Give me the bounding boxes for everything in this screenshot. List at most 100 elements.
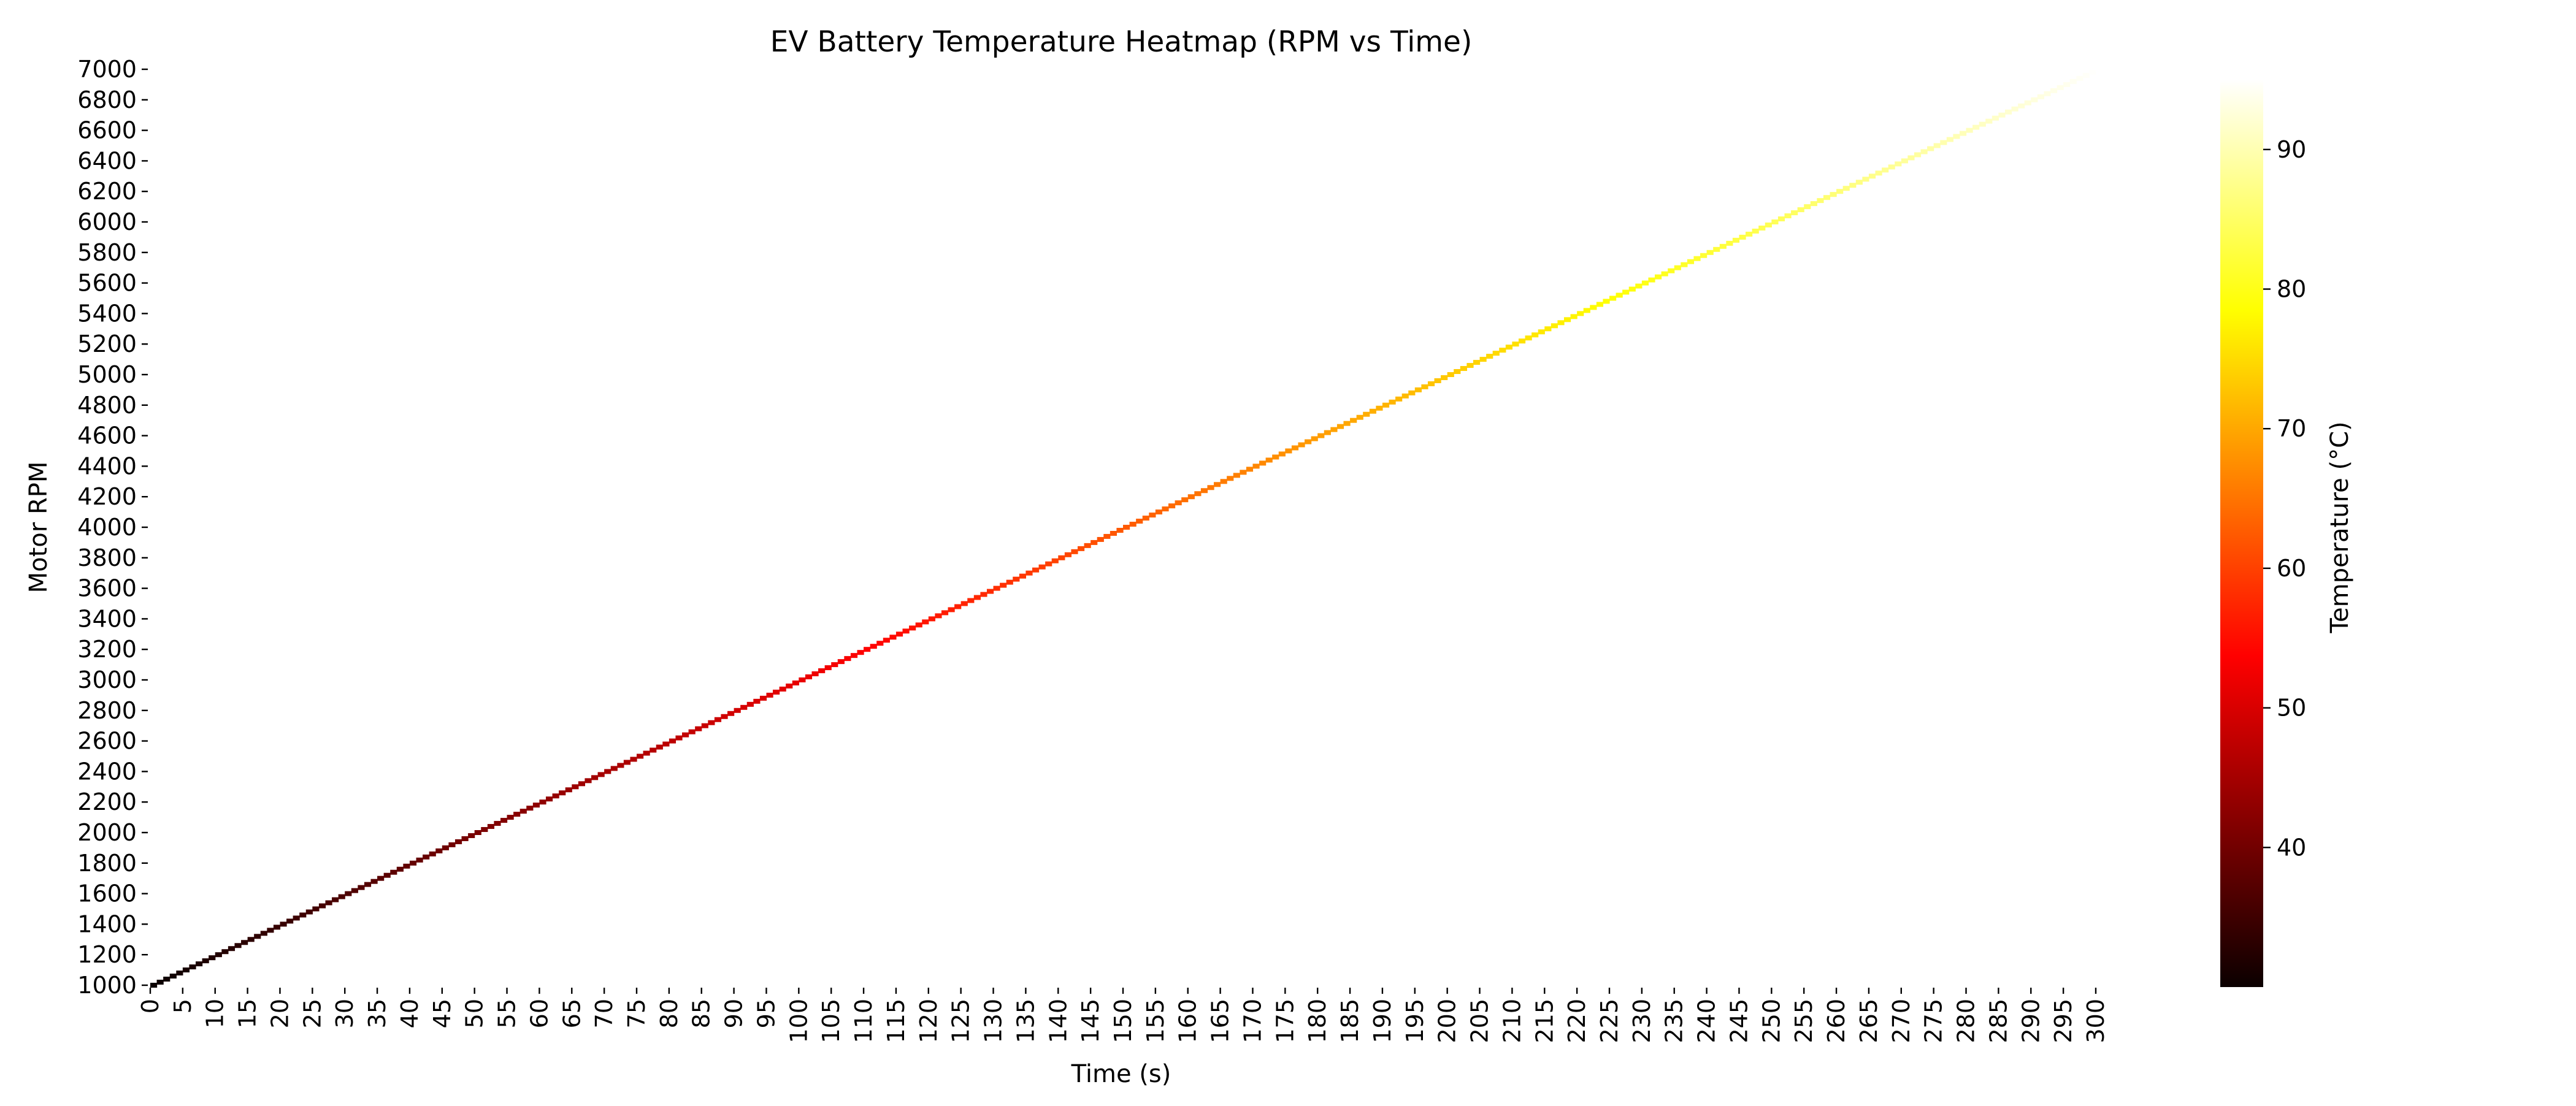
- heatmap-cell: [708, 720, 715, 725]
- heatmap-cell: [2004, 109, 2012, 115]
- heatmap-cell: [2057, 85, 2064, 90]
- heatmap-cell: [2050, 88, 2058, 93]
- heatmap-cell: [423, 854, 430, 860]
- x-tick-label: 245: [1725, 999, 1752, 1043]
- heatmap-cell: [189, 964, 196, 970]
- heatmap-cell: [1486, 354, 1493, 359]
- heatmap-cell: [1097, 536, 1104, 542]
- heatmap-cell: [507, 815, 514, 820]
- heatmap-cell: [1460, 366, 1467, 372]
- y-tick-label: 1400: [77, 910, 137, 937]
- heatmap-cell: [241, 940, 248, 945]
- heatmap-cell: [487, 824, 494, 830]
- heatmap-cell: [254, 934, 261, 939]
- x-tick-label: 240: [1693, 999, 1720, 1043]
- y-tick-label: 1200: [77, 941, 137, 968]
- x-tick-label: 50: [461, 999, 488, 1028]
- heatmap-cell: [1875, 170, 1882, 176]
- heatmap-cell: [1998, 112, 2006, 118]
- heatmap-cell: [597, 772, 605, 777]
- heatmap-cell: [500, 818, 508, 823]
- heatmap-cell: [1946, 137, 1953, 142]
- heatmap-cell: [1479, 357, 1487, 362]
- y-tick-label: 3200: [77, 636, 137, 663]
- x-tick-label: 225: [1596, 999, 1623, 1043]
- heatmap-cell: [578, 781, 586, 787]
- heatmap-cell: [941, 610, 949, 616]
- x-tick-label: 125: [948, 999, 975, 1043]
- y-axis-ticks: 1000 1200 1400 1600 1800 2000 2200 2400 2600 2800…: [77, 56, 148, 999]
- heatmap-cell: [1401, 393, 1409, 399]
- x-tick-label: 5: [169, 999, 196, 1013]
- heatmap-cell: [1771, 219, 1779, 224]
- heatmap-cell: [1907, 155, 1915, 161]
- heatmap-cell: [1784, 213, 1792, 219]
- heatmap-cell: [481, 827, 488, 833]
- heatmap-cell: [1842, 186, 1850, 191]
- x-axis-label: Time (s): [1071, 1060, 1171, 1088]
- y-tick-label: 4200: [77, 483, 137, 510]
- heatmap-cell: [196, 961, 203, 967]
- heatmap-cell: [345, 891, 352, 896]
- heatmap-cell: [766, 692, 773, 698]
- heatmap-cell: [1927, 146, 1934, 151]
- y-tick-label: 4000: [77, 514, 137, 541]
- heatmap-cell: [993, 585, 1000, 591]
- x-tick-label: 165: [1207, 999, 1234, 1043]
- heatmap-cell: [312, 906, 320, 912]
- heatmap-cell: [1142, 516, 1149, 521]
- heatmap-cell: [332, 897, 339, 902]
- heatmap-cell: [318, 903, 326, 909]
- y-tick-label: 3800: [77, 544, 137, 571]
- heatmap-cell: [513, 812, 521, 817]
- heatmap-cell: [532, 803, 540, 808]
- heatmap-cell: [286, 918, 294, 924]
- heatmap-cell: [1162, 506, 1169, 512]
- x-tick-label: 260: [1823, 999, 1850, 1043]
- heatmap-cell: [448, 842, 456, 847]
- x-tick-label: 200: [1434, 999, 1461, 1043]
- heatmap-cell: [1855, 180, 1863, 185]
- x-tick-label: 55: [494, 999, 521, 1028]
- x-tick-label: 300: [2082, 999, 2109, 1043]
- heatmap-cell: [824, 665, 832, 671]
- x-tick-label: 265: [1855, 999, 1882, 1043]
- heatmap-cell: [1103, 533, 1111, 539]
- heatmap-cell: [383, 872, 391, 878]
- heatmap-cell: [688, 729, 696, 734]
- heatmap-cell: [986, 589, 994, 594]
- heatmap-cell: [1240, 470, 1247, 475]
- heatmap-cell: [1492, 351, 1500, 356]
- heatmap-cell: [377, 875, 385, 881]
- heatmap-cell: [1966, 128, 1973, 133]
- y-tick-label: 5200: [77, 330, 137, 357]
- heatmap-cell: [202, 958, 209, 964]
- heatmap-cell: [928, 616, 935, 622]
- heatmap-cell: [247, 937, 255, 942]
- heatmap-cell: [1901, 158, 1908, 164]
- y-tick-label: 6200: [77, 178, 137, 205]
- x-tick-label: 295: [2050, 999, 2077, 1043]
- heatmap-cell: [617, 763, 624, 768]
- heatmap-cell: [1233, 473, 1240, 478]
- heatmap-cell: [1563, 317, 1571, 322]
- x-tick-label: 210: [1498, 999, 1525, 1043]
- heatmap-cell: [1719, 243, 1727, 249]
- heatmap-cell: [1045, 561, 1052, 566]
- heatmap-cell: [1732, 237, 1740, 243]
- x-tick-label: 130: [980, 999, 1007, 1043]
- heatmap-cell: [1123, 525, 1130, 530]
- heatmap-cell: [370, 879, 378, 884]
- x-tick-label: 280: [1953, 999, 1980, 1043]
- x-tick-label: 100: [785, 999, 812, 1043]
- heatmap-cell: [1687, 259, 1695, 264]
- heatmap-cell: [1265, 457, 1273, 463]
- heatmap-cells: [150, 67, 2103, 988]
- heatmap-cell: [1531, 332, 1539, 338]
- heatmap-cell: [831, 662, 838, 668]
- heatmap-cell: [163, 977, 171, 982]
- x-tick-label: 45: [429, 999, 456, 1028]
- heatmap-cell: [1810, 201, 1817, 207]
- heatmap-cell: [1343, 421, 1351, 426]
